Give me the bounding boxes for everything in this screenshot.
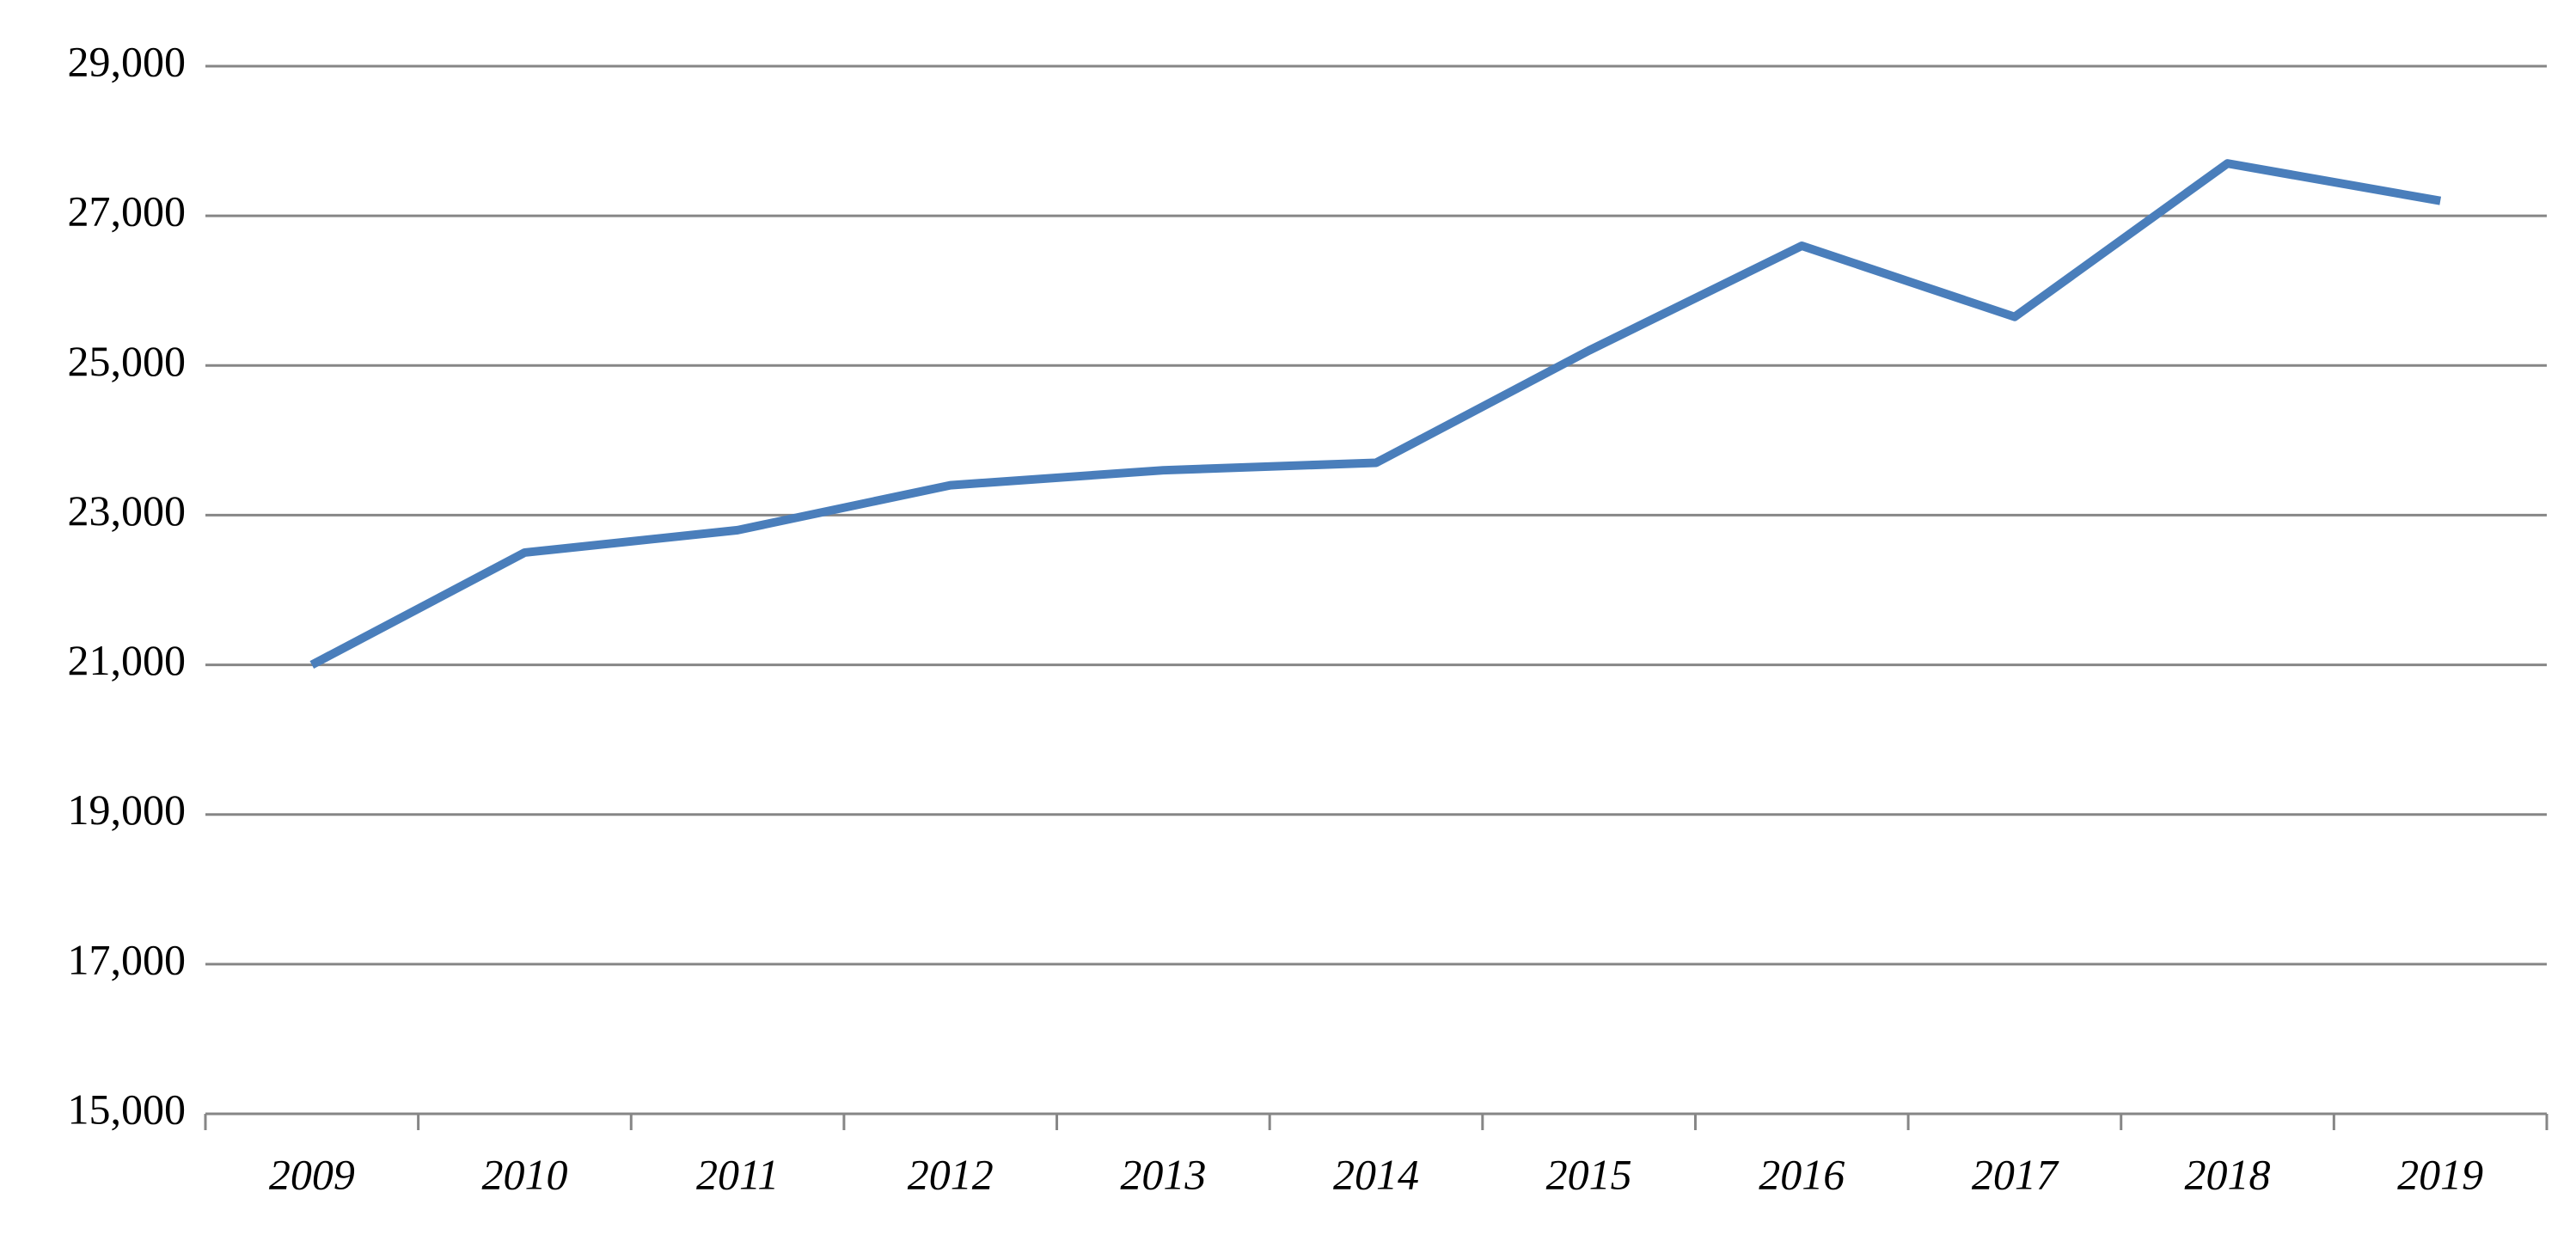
x-tick-label: 2014 — [1333, 1150, 1419, 1198]
x-tick-label: 2016 — [1759, 1150, 1845, 1198]
y-tick-label: 21,000 — [68, 636, 187, 684]
x-tick-label: 2019 — [2397, 1150, 2483, 1198]
x-tick-label: 2015 — [1546, 1150, 1632, 1198]
y-tick-label: 15,000 — [68, 1085, 187, 1133]
x-tick-label: 2010 — [481, 1150, 567, 1198]
y-tick-label: 27,000 — [68, 187, 187, 235]
x-tick-label: 2011 — [696, 1150, 779, 1198]
data-line — [309, 159, 2442, 669]
x-tick-label: 2018 — [2185, 1150, 2271, 1198]
y-tick-label: 23,000 — [68, 486, 187, 535]
y-tick-label: 19,000 — [68, 786, 187, 834]
y-tick-label: 25,000 — [68, 337, 187, 385]
x-tick-label: 2017 — [1972, 1150, 2059, 1198]
x-tick-label: 2013 — [1120, 1150, 1206, 1198]
y-tick-label: 29,000 — [68, 37, 187, 85]
x-tick-label: 2009 — [269, 1150, 355, 1198]
y-tick-label: 17,000 — [68, 935, 187, 983]
x-tick-label: 2012 — [908, 1150, 994, 1198]
